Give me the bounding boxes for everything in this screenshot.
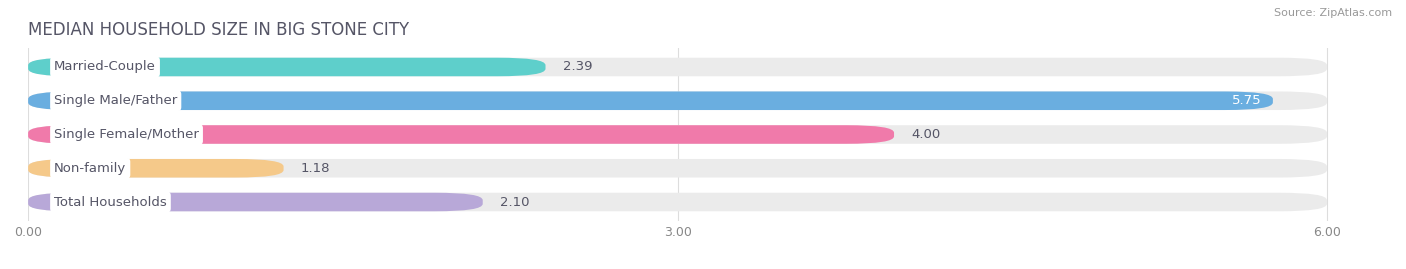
Text: 2.10: 2.10 — [501, 196, 530, 208]
Text: 1.18: 1.18 — [301, 162, 330, 175]
FancyBboxPatch shape — [28, 58, 1327, 76]
FancyBboxPatch shape — [28, 193, 482, 211]
FancyBboxPatch shape — [28, 125, 894, 144]
Text: 4.00: 4.00 — [911, 128, 941, 141]
Text: MEDIAN HOUSEHOLD SIZE IN BIG STONE CITY: MEDIAN HOUSEHOLD SIZE IN BIG STONE CITY — [28, 20, 409, 38]
Text: Single Male/Father: Single Male/Father — [53, 94, 177, 107]
Text: Source: ZipAtlas.com: Source: ZipAtlas.com — [1274, 8, 1392, 18]
FancyBboxPatch shape — [28, 159, 284, 178]
FancyBboxPatch shape — [28, 58, 546, 76]
FancyBboxPatch shape — [28, 125, 1327, 144]
Text: 5.75: 5.75 — [1233, 94, 1263, 107]
FancyBboxPatch shape — [28, 159, 1327, 178]
Text: 2.39: 2.39 — [562, 61, 592, 73]
Text: Single Female/Mother: Single Female/Mother — [53, 128, 200, 141]
FancyBboxPatch shape — [28, 91, 1272, 110]
Text: Married-Couple: Married-Couple — [53, 61, 156, 73]
FancyBboxPatch shape — [28, 91, 1327, 110]
FancyBboxPatch shape — [28, 193, 1327, 211]
Text: Total Households: Total Households — [53, 196, 167, 208]
Text: Non-family: Non-family — [53, 162, 127, 175]
